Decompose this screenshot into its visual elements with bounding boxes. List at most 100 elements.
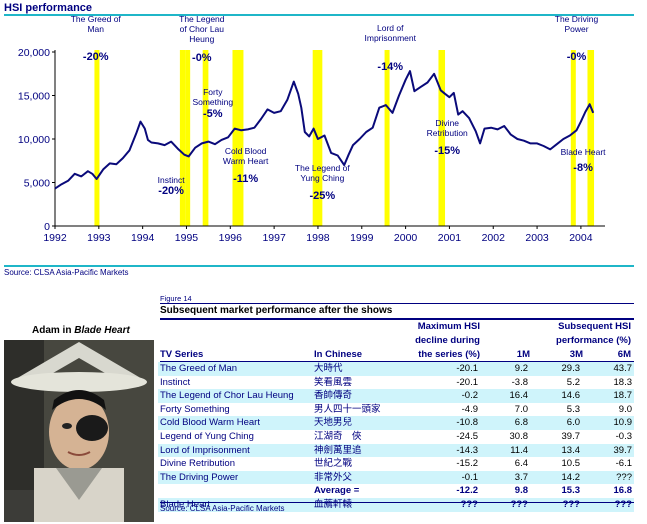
perf-3m-cell: ??? bbox=[530, 497, 582, 512]
perf-3m-cell: 14.6 bbox=[530, 389, 582, 403]
header-max-decline-3: the series (%) bbox=[418, 349, 480, 360]
table-row: Lord of Imprisonment 神劍萬里追 -14.3 11.4 13.4 39… bbox=[158, 443, 634, 458]
table-bottom-rule bbox=[160, 502, 634, 503]
show-decline-8: -0% bbox=[567, 51, 587, 63]
x-tick-label-4: 1996 bbox=[219, 232, 243, 244]
chart-title: HSI performance bbox=[4, 2, 93, 14]
show-decline-1: -20% bbox=[158, 185, 184, 197]
max-decline-cell: -20.1 bbox=[456, 376, 478, 388]
perf-6m-cell: 43.7 bbox=[582, 362, 634, 376]
average-6m-cell: 16.8 bbox=[613, 485, 633, 497]
series-name-cell: Legend of Yung Ching bbox=[160, 430, 254, 442]
perf-1m-cell: 6.8 bbox=[480, 416, 530, 430]
perf-3m-cell: 6.0 bbox=[530, 416, 582, 430]
header-subsequent-1: Subsequent HSI bbox=[558, 321, 631, 332]
show-period-band-3 bbox=[202, 50, 209, 226]
perf-1m-cell: 6.4 bbox=[514, 458, 528, 470]
series-name-cell: Forty Something bbox=[160, 403, 230, 415]
max-decline-cell: -20.1 bbox=[396, 362, 480, 376]
average-decline-cell: -12.2 bbox=[456, 485, 478, 497]
perf-6m-cell: 10.9 bbox=[582, 416, 634, 430]
series-name-cell: The Legend of Chor Lau Heung bbox=[158, 389, 312, 403]
table-source: Source: CLSA Asia-Pacific Markets bbox=[160, 504, 285, 513]
x-tick-label-8: 2000 bbox=[394, 232, 418, 244]
perf-6m-cell: ??? bbox=[582, 470, 634, 485]
show-decline-0: -20% bbox=[83, 51, 109, 63]
table-row: The Driving Power 非常外父 -0.1 3.7 14.2??? bbox=[158, 470, 634, 485]
show-period-band-0 bbox=[94, 50, 100, 226]
max-decline-cell: -14.3 bbox=[396, 443, 480, 458]
show-label-0: The Greed of Man bbox=[71, 16, 122, 34]
performance-table-body: The Greed of Man 大時代 -20.1 9.2 29.3 43.7 Insti… bbox=[158, 362, 634, 512]
show-label-8: The Driving Power bbox=[555, 16, 599, 34]
top-rule bbox=[4, 14, 634, 16]
table-row: Legend of Yung Ching 江湖奇 俠 -24.5 30.8 39.7 -0… bbox=[158, 430, 634, 444]
series-name-cell: Cold Blood Warm Heart bbox=[158, 416, 312, 430]
chinese-name-cell: 江湖奇 俠 bbox=[314, 430, 362, 442]
series-name-cell: The Driving Power bbox=[158, 470, 312, 485]
x-tick-label-10: 2002 bbox=[482, 232, 506, 244]
chinese-name-cell: 非常外父 bbox=[312, 470, 396, 485]
header-1m: 1M bbox=[516, 349, 530, 360]
photo-caption: Adam in Blade Heart bbox=[32, 325, 130, 336]
chinese-name-cell: 大時代 bbox=[312, 362, 396, 376]
perf-6m-cell: 18.7 bbox=[582, 389, 634, 403]
show-period-band-1 bbox=[179, 50, 186, 226]
show-label-4: Cold Blood Warm Heart bbox=[223, 146, 269, 166]
chinese-name-cell: 世紀之戰 bbox=[314, 458, 353, 470]
perf-6m-cell: 39.7 bbox=[582, 443, 634, 458]
average-3m-cell: 15.3 bbox=[561, 485, 581, 497]
chinese-name-cell: 香帥傳奇 bbox=[312, 389, 396, 403]
header-max-decline-1: Maximum HSI bbox=[417, 321, 480, 332]
show-label-5: The Legend of Yung Ching bbox=[295, 163, 350, 183]
max-decline-cell: -24.5 bbox=[456, 430, 478, 442]
x-tick-label-1: 1993 bbox=[87, 232, 111, 244]
series-name-cell: Divine Retribution bbox=[160, 458, 235, 470]
header-3m: 3M bbox=[569, 349, 583, 360]
show-decline-2: -0% bbox=[192, 52, 212, 64]
chart-bottom-rule bbox=[4, 265, 634, 267]
y-tick-label-4: 20,000 bbox=[18, 47, 50, 59]
chinese-name-cell: 神劍萬里追 bbox=[312, 443, 396, 458]
show-decline-5: -25% bbox=[309, 190, 335, 202]
perf-3m-cell: 5.2 bbox=[566, 376, 580, 388]
photo-caption-prefix: Adam in bbox=[32, 325, 75, 336]
x-tick-label-11: 2003 bbox=[525, 232, 549, 244]
show-period-band-4 bbox=[232, 50, 244, 226]
perf-6m-cell: -6.1 bbox=[615, 458, 632, 470]
max-decline-cell: ??? bbox=[396, 497, 480, 512]
x-tick-label-3: 1995 bbox=[175, 232, 199, 244]
max-decline-cell: -4.9 bbox=[461, 403, 478, 415]
perf-3m-cell: 13.4 bbox=[530, 443, 582, 458]
x-tick-label-12: 2004 bbox=[569, 232, 593, 244]
actor-photo-illustration bbox=[4, 340, 154, 522]
perf-1m-cell: 11.4 bbox=[480, 443, 530, 458]
table-header-rule bbox=[160, 361, 634, 362]
chinese-name-cell: 血薦軒轅 bbox=[312, 497, 396, 512]
chinese-name-cell: 笑看風雲 bbox=[314, 376, 353, 388]
series-name-cell: Instinct bbox=[160, 376, 191, 388]
header-subsequent-2: performance (%) bbox=[556, 335, 631, 346]
table-row: The Greed of Man 大時代 -20.1 9.2 29.3 43.7 bbox=[158, 362, 634, 376]
header-in-chinese: In Chinese bbox=[314, 349, 363, 360]
perf-1m-cell: 9.2 bbox=[480, 362, 530, 376]
actor-photo bbox=[4, 340, 154, 522]
figure-label: Figure 14 bbox=[160, 294, 192, 303]
x-tick-label-5: 1997 bbox=[262, 232, 286, 244]
y-tick-label-1: 5,000 bbox=[24, 178, 50, 190]
average-row: Average = -12.2 9.8 15.3 16.8 bbox=[158, 484, 634, 498]
x-tick-label-9: 2001 bbox=[438, 232, 462, 244]
table-row: The Legend of Chor Lau Heung 香帥傳奇 -0.2 16.4… bbox=[158, 389, 634, 403]
perf-1m-cell: 3.7 bbox=[480, 470, 530, 485]
show-decline-6: -14% bbox=[377, 61, 403, 73]
photo-caption-title: Blade Heart bbox=[74, 325, 130, 336]
average-1m-cell: 9.8 bbox=[514, 485, 528, 497]
y-tick-label-3: 15,000 bbox=[18, 91, 50, 103]
perf-1m-cell: ??? bbox=[480, 497, 530, 512]
show-decline-4: -11% bbox=[233, 173, 258, 185]
series-name-cell: Blade Heart bbox=[158, 497, 312, 512]
show-decline-7: -15% bbox=[434, 145, 460, 157]
show-label-1: Instinct bbox=[158, 175, 186, 185]
x-tick-label-0: 1992 bbox=[43, 232, 67, 244]
table-row: Instinct 笑看風雲 -20.1 -3.8 5.2 18.3 bbox=[158, 376, 634, 390]
